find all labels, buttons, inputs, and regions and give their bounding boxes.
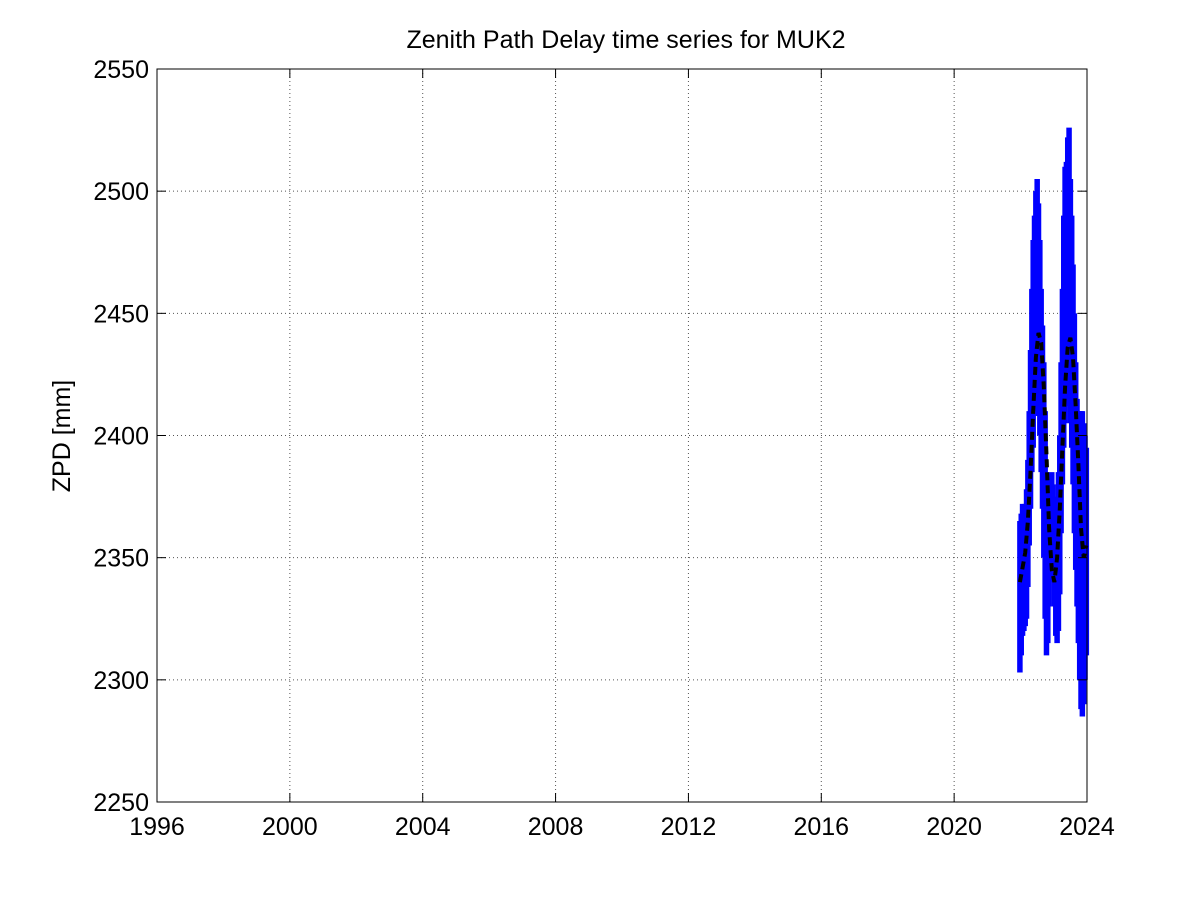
tick-labels: 1996 2000 2004 2008 2012 2016 2020 2024 2250 2300… [93, 56, 1115, 841]
y-tick-label: 2500 [93, 178, 149, 206]
y-tick-label: 2350 [93, 545, 149, 573]
observed-envelope [1019, 127, 1087, 717]
x-tick-label: 2020 [926, 813, 982, 841]
grid-lines [157, 69, 1087, 802]
axes-frame [156, 68, 1088, 803]
y-tick-label: 2550 [93, 56, 149, 84]
x-tick-label: 1996 [129, 813, 185, 841]
x-tick-label: 2016 [793, 813, 849, 841]
x-tick-label: 2024 [1059, 813, 1115, 841]
y-axis-label: ZPD [mm] [48, 380, 76, 493]
smoothed-series-line [1017, 332, 1089, 583]
y-tick-label: 2250 [93, 789, 149, 817]
series-layer [1017, 127, 1090, 717]
x-tick-label: 2004 [395, 813, 451, 841]
y-tick-label: 2450 [93, 300, 149, 328]
y-tick-label: 2300 [93, 667, 149, 695]
chart-title: Zenith Path Delay time series for MUK2 [406, 26, 845, 54]
x-tick-label: 2012 [661, 813, 717, 841]
y-tick-label: 2400 [93, 423, 149, 451]
x-tick-label: 2008 [528, 813, 584, 841]
x-tick-label: 2000 [262, 813, 318, 841]
